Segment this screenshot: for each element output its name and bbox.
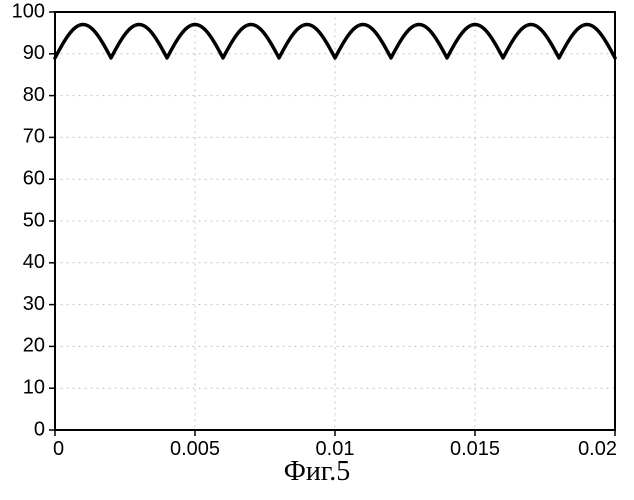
svg-text:60: 60 xyxy=(23,167,45,189)
svg-text:30: 30 xyxy=(23,293,45,315)
svg-text:80: 80 xyxy=(23,84,45,106)
chart-svg: 010203040506070809010000.0050.010.0150.0… xyxy=(0,0,634,500)
svg-text:10: 10 xyxy=(23,376,45,398)
figure-container: 010203040506070809010000.0050.010.0150.0… xyxy=(0,0,634,500)
svg-text:0: 0 xyxy=(34,418,45,440)
svg-text:20: 20 xyxy=(23,335,45,357)
svg-text:50: 50 xyxy=(23,209,45,231)
svg-text:90: 90 xyxy=(23,42,45,64)
svg-text:70: 70 xyxy=(23,126,45,148)
figure-caption: Фиг.5 xyxy=(0,456,634,488)
svg-text:40: 40 xyxy=(23,251,45,273)
svg-text:100: 100 xyxy=(12,0,45,22)
